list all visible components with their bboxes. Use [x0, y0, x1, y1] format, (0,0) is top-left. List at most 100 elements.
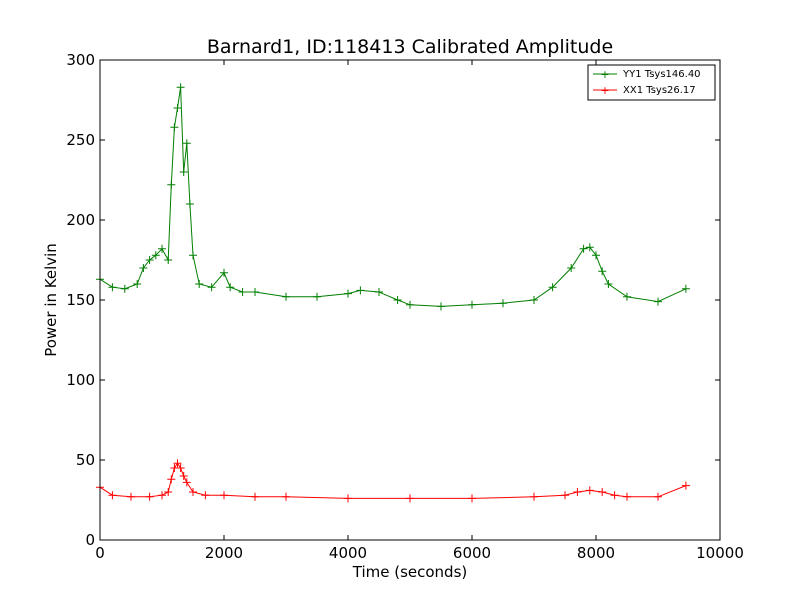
data-point — [561, 491, 569, 500]
data-point — [179, 472, 188, 480]
data-point — [468, 300, 476, 309]
data-point — [530, 492, 538, 501]
data-point — [164, 256, 173, 264]
data-point — [598, 267, 607, 276]
x-axis-label: Time (seconds) — [352, 563, 468, 581]
data-point — [139, 264, 148, 272]
data-point — [158, 244, 166, 253]
y-tick-label: 150 — [66, 291, 95, 309]
y-tick-label: 250 — [66, 131, 95, 149]
x-tick-label: 10000 — [696, 544, 744, 562]
data-point — [170, 123, 179, 132]
data-point — [207, 283, 216, 292]
data-point — [598, 488, 607, 496]
data-point — [573, 488, 582, 496]
data-point — [167, 180, 176, 189]
data-point — [282, 292, 290, 301]
legend-label-xx1: XX1 Tsys26.17 — [623, 85, 696, 96]
y-tick-label: 300 — [66, 51, 95, 69]
data-point — [167, 475, 176, 484]
x-tick-label: 8000 — [577, 544, 615, 562]
data-point — [406, 494, 414, 503]
data-point — [189, 251, 197, 260]
data-point — [120, 284, 129, 293]
x-tick-label: 0 — [95, 544, 105, 562]
data-point — [567, 264, 576, 272]
series-line — [99, 87, 687, 307]
data-point — [282, 492, 290, 501]
data-point — [164, 488, 173, 496]
x-tick-label: 4000 — [329, 544, 367, 562]
legend-label-yy1: YY1 Tsys146.40 — [622, 69, 701, 80]
data-point — [585, 486, 594, 495]
data-point — [108, 283, 117, 292]
data-point — [623, 292, 631, 301]
legend-box — [587, 64, 716, 101]
data-point — [406, 300, 414, 309]
data-point — [173, 459, 182, 468]
y-tick-label: 50 — [76, 451, 95, 469]
data-point — [356, 286, 365, 295]
y-tick-label: 100 — [66, 371, 95, 389]
data-point — [623, 492, 631, 501]
data-point — [173, 104, 182, 112]
data-point — [176, 464, 185, 472]
data-point — [220, 491, 228, 500]
data-point — [437, 302, 445, 311]
data-point — [375, 288, 383, 296]
data-point — [468, 494, 476, 503]
data-point — [201, 491, 210, 500]
legend: + YY1 Tsys146.40 + XX1 Tsys26.17 — [587, 64, 716, 101]
y-tick-label: 0 — [85, 531, 95, 549]
legend-marker-xx1: + — [600, 84, 609, 97]
data-point — [220, 268, 228, 277]
data-point — [681, 284, 690, 293]
data-point — [681, 481, 690, 490]
data-point — [604, 280, 613, 288]
plot-area — [100, 60, 720, 540]
data-point — [189, 488, 197, 496]
data-point — [530, 296, 538, 304]
data-point — [158, 491, 166, 500]
data-point — [251, 288, 259, 296]
series-layer — [96, 83, 690, 503]
data-point — [145, 492, 154, 501]
data-point — [592, 251, 600, 260]
series-0 — [96, 83, 690, 311]
chart-title: Barnard1, ID:118413 Calibrated Amplitude — [207, 36, 613, 58]
data-point — [195, 280, 204, 288]
data-point — [185, 200, 194, 208]
data-point — [182, 139, 191, 148]
data-point — [313, 292, 321, 301]
data-point — [393, 296, 402, 304]
data-point — [251, 492, 259, 501]
data-point — [585, 243, 594, 252]
data-point — [499, 299, 507, 308]
data-point — [579, 244, 588, 253]
y-axis-label: Power in Kelvin — [42, 243, 60, 357]
data-point — [133, 280, 142, 288]
data-point — [108, 491, 117, 500]
data-point — [176, 83, 185, 92]
x-tick-label: 2000 — [205, 544, 243, 562]
legend-marker-yy1: + — [600, 68, 609, 81]
y-axis: 0 50 100 150 200 250 300 — [66, 51, 720, 549]
data-point — [179, 168, 188, 176]
data-point — [548, 283, 557, 292]
data-point — [654, 492, 662, 501]
y-tick-label: 200 — [66, 211, 95, 229]
series-1 — [96, 459, 690, 503]
data-point — [344, 289, 352, 298]
data-point — [344, 494, 352, 503]
data-point — [610, 491, 619, 500]
x-axis: 0 2000 4000 6000 8000 10000 — [95, 60, 744, 562]
data-point — [151, 251, 160, 260]
data-point — [226, 283, 235, 292]
data-point — [182, 478, 191, 487]
data-point — [127, 492, 135, 501]
data-point — [654, 297, 662, 306]
x-tick-label: 6000 — [453, 544, 491, 562]
data-point — [238, 288, 247, 296]
data-point — [145, 256, 154, 264]
